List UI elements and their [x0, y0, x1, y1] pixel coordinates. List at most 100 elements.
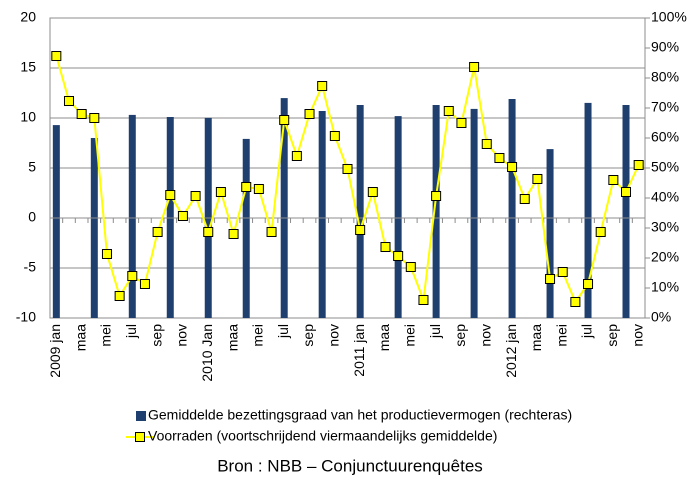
y2-tick-label: 70%	[651, 99, 679, 115]
y2-tick-label: 20%	[651, 249, 679, 265]
marker	[355, 225, 366, 235]
marker	[317, 81, 328, 91]
marker	[101, 249, 112, 259]
marker	[329, 131, 340, 141]
marker	[532, 174, 543, 184]
marker	[380, 242, 391, 252]
y-tick-label: 15	[20, 59, 36, 75]
bar	[508, 99, 516, 318]
x-tick-label: maa	[224, 324, 240, 351]
x-tick-label: maa	[72, 324, 88, 351]
marker	[279, 115, 290, 125]
y2-tick-label: 10%	[651, 279, 679, 295]
x-tick-label: mei	[98, 324, 114, 347]
marker	[190, 191, 201, 201]
marker	[266, 227, 277, 237]
marker	[342, 164, 353, 174]
y-tick-label: 0	[28, 209, 36, 225]
marker	[127, 271, 138, 281]
x-tick-label: mei	[402, 324, 418, 347]
bar	[242, 138, 250, 318]
marker	[633, 160, 644, 170]
x-tick-label: 2009 jan	[47, 324, 63, 378]
bar	[432, 105, 440, 318]
legend-marker	[135, 432, 145, 442]
marker	[595, 227, 606, 237]
y2-tick-label: 90%	[651, 39, 679, 55]
x-tick-label: 2011 jan	[351, 324, 367, 377]
marker	[519, 194, 530, 204]
marker	[608, 175, 619, 185]
marker	[139, 279, 150, 289]
bar	[470, 108, 478, 319]
y-tick-label: 10	[20, 109, 36, 125]
marker	[177, 211, 188, 221]
x-tick-label: nov	[477, 324, 493, 347]
x-tick-label: nov	[174, 324, 190, 347]
y-tick-label: -10	[16, 309, 36, 325]
marker	[367, 187, 378, 197]
marker	[51, 51, 62, 61]
x-tick-label: mei	[250, 324, 266, 347]
bar	[128, 114, 136, 319]
marker	[494, 153, 505, 163]
x-tick-label: nov	[326, 324, 342, 347]
bar	[318, 111, 326, 318]
marker	[165, 190, 176, 200]
x-tick-label: mei	[553, 324, 569, 347]
legend-swatch	[136, 411, 146, 421]
bar	[584, 102, 592, 319]
x-tick-label: sep	[452, 324, 468, 347]
bar	[52, 125, 60, 318]
marker	[583, 279, 594, 289]
x-tick-label: sep	[300, 324, 316, 347]
y2-tick-label: 30%	[651, 219, 679, 235]
marker	[228, 229, 239, 239]
x-tick-label: 2012 jan	[503, 324, 519, 378]
y2-tick-label: 50%	[651, 159, 679, 175]
marker	[89, 113, 100, 123]
x-tick-label: jul	[123, 324, 139, 339]
marker	[621, 187, 632, 197]
marker	[393, 251, 404, 261]
marker	[291, 151, 302, 161]
marker	[570, 297, 581, 307]
y2-tick-label: 0%	[651, 309, 671, 325]
marker	[418, 295, 429, 305]
marker	[557, 267, 568, 277]
marker	[481, 139, 492, 149]
marker	[114, 291, 125, 301]
bar	[280, 98, 288, 318]
marker	[152, 227, 163, 237]
marker	[76, 109, 87, 119]
marker	[405, 262, 416, 272]
marker	[456, 118, 467, 128]
x-tick-label: jul	[427, 324, 443, 339]
plot-frame	[49, 17, 646, 319]
marker	[215, 187, 226, 197]
marker	[469, 62, 480, 72]
x-tick-label: jul	[275, 324, 291, 339]
x-tick-label: nov	[629, 324, 645, 347]
y-tick-label: -5	[24, 259, 37, 275]
bar	[622, 105, 630, 318]
legend-label: Voorraden (voortschrijdend viermaandelij…	[148, 428, 497, 444]
marker	[507, 162, 518, 172]
x-tick-label: jul	[579, 324, 595, 339]
marker	[253, 184, 264, 194]
bar	[356, 105, 364, 318]
marker	[545, 274, 556, 284]
marker	[431, 191, 442, 201]
y2-tick-label: 100%	[651, 9, 687, 25]
y2-tick-label: 80%	[651, 69, 679, 85]
legend-label: Gemiddelde bezettingsgraad van het produ…	[148, 407, 572, 423]
bar	[90, 138, 98, 318]
marker	[203, 227, 214, 237]
x-tick-label: maa	[528, 324, 544, 351]
bar	[546, 149, 554, 318]
y2-tick-label: 60%	[651, 129, 679, 145]
y-tick-label: 5	[28, 159, 36, 175]
y2-tick-label: 40%	[651, 189, 679, 205]
bar	[394, 116, 402, 318]
